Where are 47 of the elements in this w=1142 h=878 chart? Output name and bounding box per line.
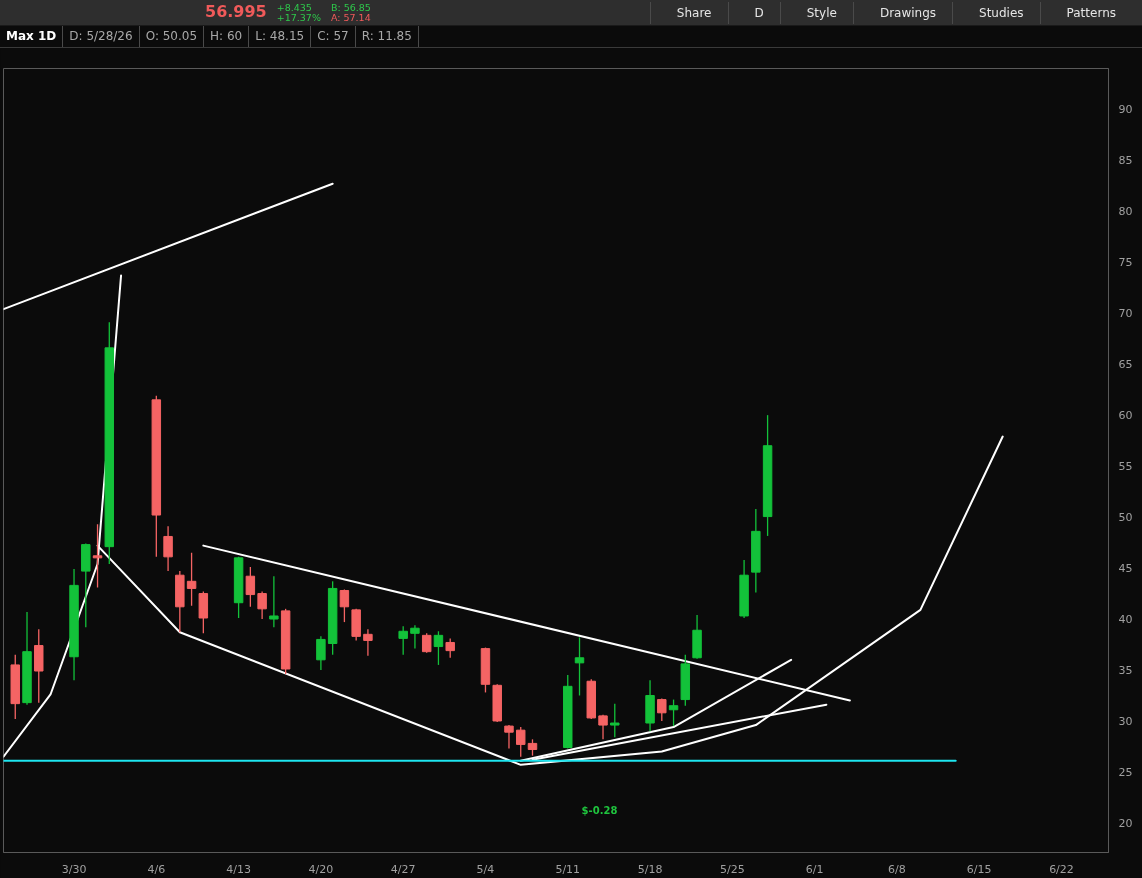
x-tick-label: 5/25: [719, 862, 745, 876]
x-tick-label: 3/30: [61, 862, 87, 876]
x-tick-label: 5/11: [555, 862, 581, 876]
text: 56.995: [205, 1, 267, 24]
text: Drawings: [852, 1, 953, 24]
text: Style: [779, 1, 853, 24]
x-tick-label: 5/4: [476, 862, 495, 876]
y-tick-label: 75: [1118, 256, 1133, 270]
y-tick-label: 80: [1118, 205, 1133, 219]
x-tick-label: 5/18: [637, 862, 663, 876]
text: Patterns: [1039, 1, 1132, 24]
x-tick-label: 6/15: [966, 862, 992, 876]
y-tick-label: 90: [1118, 103, 1133, 117]
text: B: 56.85: [330, 1, 371, 13]
annotation: $-0.28: [581, 805, 618, 816]
y-tick-label: 70: [1118, 307, 1133, 321]
chart-title: Max 1D: [0, 26, 64, 47]
text: D: 5/28/26: [63, 26, 140, 47]
x-tick-label: 4/13: [226, 862, 251, 876]
text: Studies: [952, 1, 1040, 24]
x-tick-label: 4/27: [390, 862, 416, 876]
text: H: 60: [204, 26, 250, 47]
text: C: 57: [311, 26, 356, 47]
text: O: 50.05: [139, 26, 205, 47]
y-tick-label: 45: [1118, 562, 1133, 576]
text: D: [727, 1, 780, 24]
y-tick-label: 35: [1118, 664, 1133, 678]
x-tick-label: 6/1: [805, 862, 824, 876]
x-tick-label: 4/6: [147, 862, 166, 876]
y-tick-label: 40: [1118, 613, 1133, 627]
x-tick-label: 4/20: [308, 862, 334, 876]
y-tick-label: 65: [1118, 358, 1133, 372]
text: A: 57.14: [330, 11, 371, 23]
y-tick-label: 85: [1118, 154, 1133, 168]
y-tick-label: 20: [1118, 816, 1133, 830]
y-tick-label: 25: [1118, 765, 1133, 779]
y-tick-label: 50: [1118, 511, 1133, 525]
y-tick-label: 60: [1118, 409, 1133, 423]
text: +17.37%: [276, 11, 321, 23]
text: +8.435: [276, 1, 313, 13]
x-tick-label: 6/22: [1049, 862, 1074, 876]
text: Share: [649, 1, 728, 24]
text: R: 11.85: [355, 26, 419, 47]
y-tick-label: 55: [1118, 460, 1133, 474]
x-tick-label: 6/8: [888, 862, 906, 876]
text: L: 48.15: [249, 26, 312, 47]
y-tick-label: 30: [1118, 714, 1133, 728]
